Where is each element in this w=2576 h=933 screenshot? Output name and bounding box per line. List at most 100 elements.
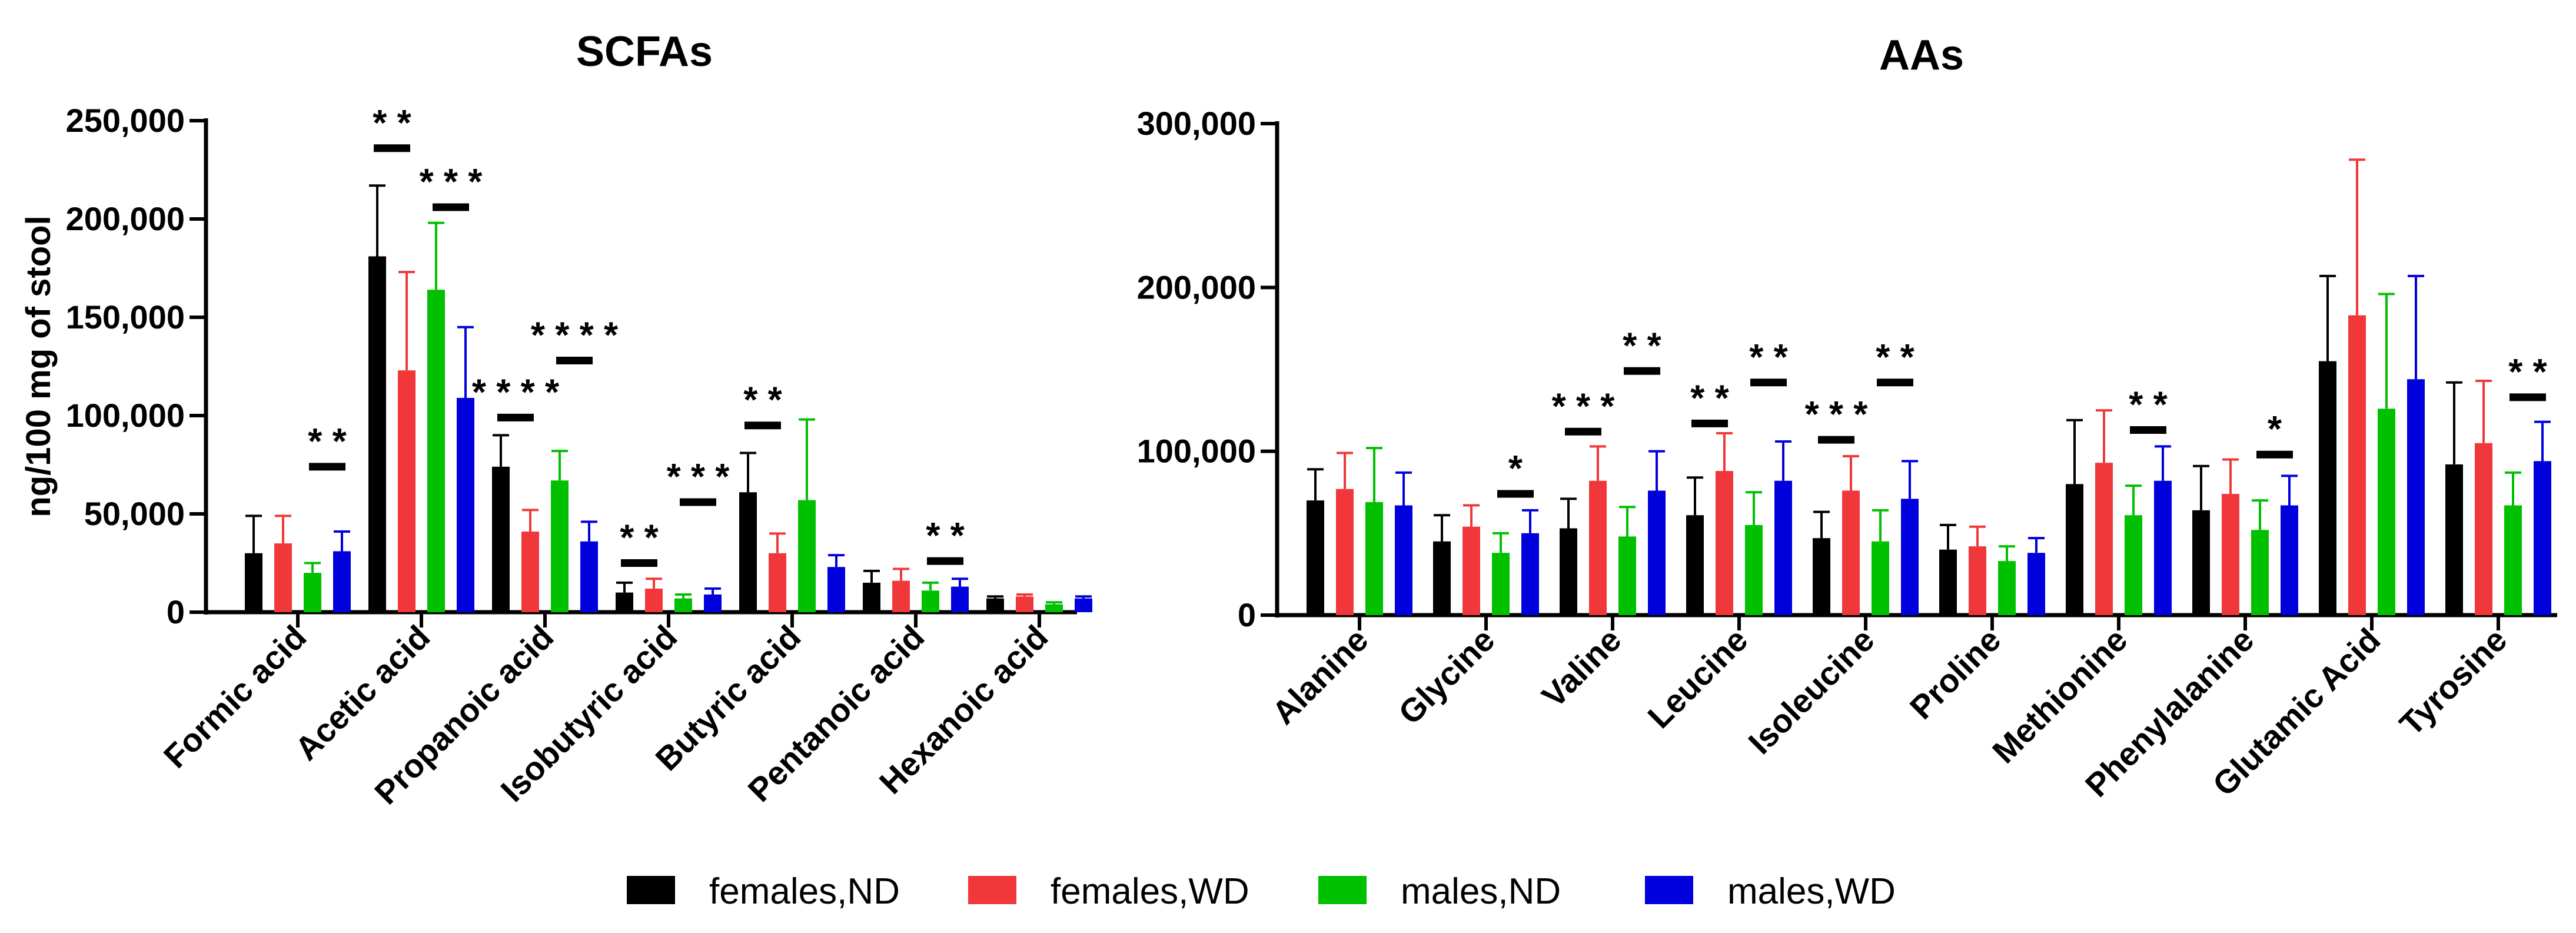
bar-phenylalanine-females-nd	[2192, 510, 2210, 615]
legend-swatch-males-wd	[1645, 876, 1693, 904]
significance-stars: * *	[1623, 326, 1661, 366]
bar-tyrosine-males-wd	[2534, 461, 2551, 615]
aa-chart: AAs 0 100,000 200,000 300,000 Alanine Glycine V…	[1137, 32, 2557, 804]
bar-glutamic-acid-males-wd	[2407, 379, 2425, 615]
y-tick-label: 50,000	[84, 495, 185, 532]
bar-isoleucine-males-wd	[1901, 499, 1919, 615]
bar-glutamic-acid-females-wd	[2348, 315, 2366, 615]
bar-pentanoic-acid-males-wd	[951, 586, 969, 612]
bar-pentanoic-acid-females-nd	[863, 582, 880, 612]
x-tick-label-isoleucine: Isoleucine	[1741, 621, 1881, 761]
x-tick-label-tyrosine: Tyrosine	[2392, 621, 2514, 743]
bar-isobutyric-acid-females-wd	[645, 588, 663, 612]
significance-stars: *	[2268, 409, 2282, 450]
chart-title: AAs	[1879, 32, 1964, 79]
bar-valine-males-wd	[1648, 490, 1666, 615]
legend-label-females-nd: females,ND	[709, 871, 900, 912]
significance-stars: * *	[1876, 337, 1914, 378]
bar-pentanoic-acid-males-nd	[922, 590, 939, 612]
significance-stars: * * *	[1552, 386, 1616, 427]
bar-proline-females-nd	[1939, 549, 1957, 615]
bar-acetic-acid-males-wd	[457, 397, 474, 612]
x-tick-label-leucine: Leucine	[1640, 621, 1754, 735]
significance-stars: * *	[2129, 384, 2168, 425]
bar-formic-acid-females-nd	[245, 553, 262, 612]
bar-tyrosine-females-wd	[2475, 443, 2492, 615]
bar-propanoic-acid-females-nd	[492, 466, 510, 612]
bar-formic-acid-males-wd	[333, 551, 351, 612]
bar-phenylalanine-males-nd	[2251, 530, 2269, 615]
significance-stars: * * * *	[472, 372, 560, 413]
bar-proline-females-wd	[1969, 546, 1986, 615]
legend: females,ND females,WD males,ND males,WD	[627, 871, 1896, 912]
significance-stars: * *	[308, 421, 347, 462]
bar-glycine-females-nd	[1433, 541, 1451, 615]
chart-title: SCFAs	[576, 28, 713, 75]
significance-stars: * *	[620, 518, 659, 559]
significance-stars: * *	[373, 103, 411, 144]
bar-methionine-males-nd	[2125, 515, 2142, 615]
bar-alanine-males-wd	[1395, 505, 1412, 615]
bar-leucine-females-wd	[1716, 471, 1733, 615]
bar-alanine-females-wd	[1336, 489, 1354, 615]
bar-isobutyric-acid-males-nd	[674, 598, 692, 612]
bar-glycine-males-nd	[1492, 553, 1510, 615]
legend-label-females-wd: females,WD	[1051, 871, 1249, 912]
significance-stars: * *	[743, 380, 782, 421]
y-tick-label: 100,000	[66, 397, 185, 434]
significance-stars: * * *	[420, 162, 483, 202]
bar-propanoic-acid-males-nd	[551, 480, 569, 612]
bar-formic-acid-females-wd	[274, 543, 292, 612]
y-tick-label: 0	[1238, 596, 1256, 633]
bar-tyrosine-females-nd	[2445, 464, 2463, 615]
bar-butyric-acid-females-nd	[739, 492, 757, 612]
scfa-chart: SCFAs ng/100 mg of stool 0 50,000 100,000 150…	[19, 28, 1092, 811]
bar-methionine-males-wd	[2154, 480, 2172, 615]
bar-hexanoic-acid-females-nd	[986, 598, 1004, 612]
x-tick-label-valine: Valine	[1534, 621, 1628, 715]
bar-butyric-acid-males-wd	[827, 567, 845, 612]
legend-swatch-females-nd	[627, 876, 675, 904]
y-tick-label: 100,000	[1137, 433, 1256, 470]
significance-stars: * *	[926, 516, 965, 556]
bar-isoleucine-males-nd	[1872, 541, 1889, 615]
bar-hexanoic-acid-males-wd	[1075, 598, 1092, 612]
bar-glutamic-acid-females-nd	[2319, 361, 2336, 615]
bar-isoleucine-females-nd	[1813, 538, 1830, 615]
significance-stars: * * *	[667, 457, 730, 497]
bar-hexanoic-acid-males-nd	[1045, 604, 1063, 612]
y-tick-label: 150,000	[66, 298, 185, 336]
bar-formic-acid-males-nd	[304, 573, 321, 612]
bar-propanoic-acid-females-wd	[521, 532, 539, 612]
x-tick-label-glycine: Glycine	[1391, 621, 1502, 732]
bar-valine-females-nd	[1560, 528, 1577, 615]
bar-isobutyric-acid-males-wd	[704, 594, 722, 612]
legend-swatch-males-nd	[1318, 876, 1367, 904]
bar-acetic-acid-females-nd	[368, 256, 386, 613]
bar-leucine-males-wd	[1774, 480, 1792, 615]
bar-glycine-females-wd	[1462, 526, 1480, 615]
significance-stars: *	[1508, 449, 1523, 489]
bar-leucine-males-nd	[1745, 524, 1763, 615]
y-axis-label: ng/100 mg of stool	[19, 215, 58, 517]
y-tick-label: 300,000	[1137, 105, 1256, 142]
bar-phenylalanine-males-wd	[2281, 505, 2298, 615]
bar-isobutyric-acid-females-nd	[616, 592, 633, 612]
legend-label-males-nd: males,ND	[1401, 871, 1561, 912]
bar-glutamic-acid-males-nd	[2378, 409, 2395, 615]
legend-label-males-wd: males,WD	[1727, 871, 1896, 912]
bar-propanoic-acid-males-wd	[580, 541, 598, 612]
bar-valine-females-wd	[1589, 480, 1607, 615]
bar-pentanoic-acid-females-wd	[892, 580, 910, 612]
bar-acetic-acid-males-nd	[427, 290, 445, 612]
bar-valine-males-nd	[1618, 536, 1636, 615]
bar-methionine-females-wd	[2095, 463, 2113, 615]
bar-proline-males-nd	[1998, 561, 2016, 615]
bar-leucine-females-nd	[1686, 515, 1704, 615]
legend-swatch-females-wd	[968, 876, 1016, 904]
x-tick-label-alanine: Alanine	[1265, 621, 1375, 732]
bar-proline-males-wd	[2027, 553, 2045, 615]
bar-butyric-acid-females-wd	[769, 553, 786, 612]
